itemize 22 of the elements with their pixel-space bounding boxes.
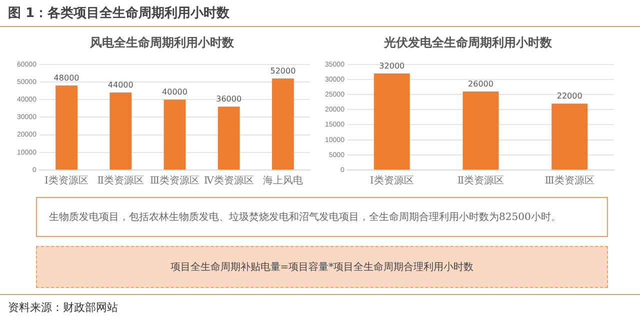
text: 资料来源：财政部网站 <box>8 300 118 315</box>
data-label: 52000 <box>270 66 296 76</box>
text: 项目全生命周期补贴电量=项目容量*项目全生命周期合理利用小时数 <box>36 246 608 288</box>
data-label: 26000 <box>468 80 494 89</box>
x-tick-label: Ⅳ类资源区 <box>204 174 254 187</box>
x-tick-label: Ⅱ类资源区 <box>457 174 504 187</box>
data-label: 40000 <box>162 88 188 97</box>
data-label: 48000 <box>54 74 80 83</box>
chart-title: 光伏发电全生命周期利用小时数 <box>383 35 553 50</box>
text: 生物质发电项目，包括农林生物质发电、垃圾焚烧发电和沼气发电项目，全生命周期合理利用小时数为82500小时。 <box>36 197 608 237</box>
data-label: 44000 <box>108 80 134 90</box>
data-label: 32000 <box>379 62 405 71</box>
chart-title: 风电全生命周期利用小时数 <box>89 35 235 50</box>
text: 图 1：各类项目全生命周期利用小时数 <box>8 5 230 22</box>
data-label: 22000 <box>556 92 582 101</box>
x-tick-label: 海上风电 <box>262 174 303 187</box>
x-tick-label: Ⅱ类资源区 <box>97 174 144 187</box>
x-tick-label: Ⅲ类资源区 <box>150 174 200 187</box>
data-label: 36000 <box>216 94 242 104</box>
x-tick-label: Ⅲ类资源区 <box>544 174 594 187</box>
x-tick-label: Ⅰ类资源区 <box>370 174 414 187</box>
x-tick-label: Ⅰ类资源区 <box>44 174 88 187</box>
